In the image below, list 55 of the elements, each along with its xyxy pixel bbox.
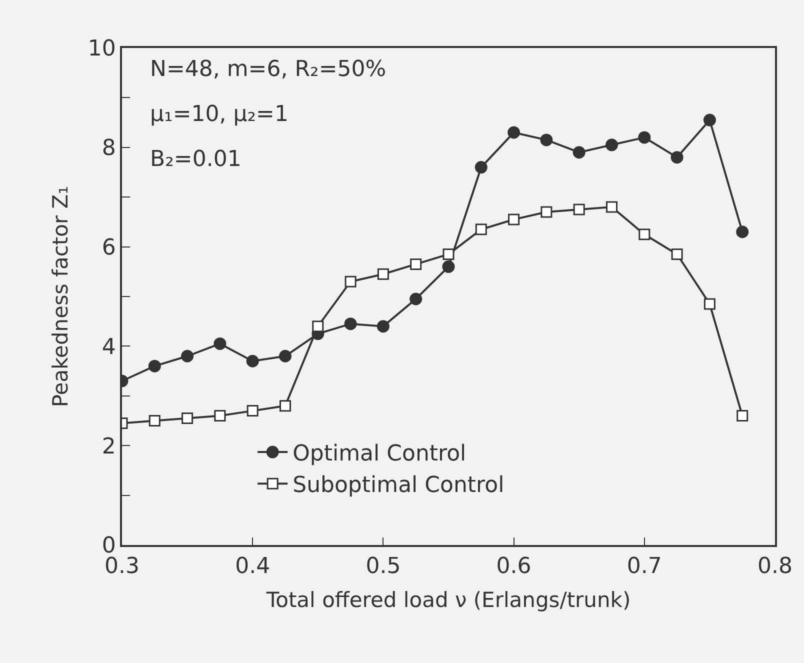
annotation: μ₁=10, μ₂=1	[150, 102, 288, 127]
point	[606, 138, 618, 152]
annotation: B₂=0.01	[150, 147, 242, 172]
point	[736, 226, 749, 238]
point	[279, 350, 292, 362]
annotation: N=48, m=6, R₂=50%	[150, 57, 386, 82]
y-tick-label: 4	[102, 334, 116, 360]
x-tick-label: 0.6	[496, 554, 532, 580]
point	[344, 276, 356, 288]
point	[572, 146, 586, 159]
point	[606, 201, 618, 213]
point	[148, 415, 160, 426]
point	[474, 161, 488, 174]
point	[182, 412, 194, 424]
y-tick-label: 2	[102, 434, 116, 460]
point	[736, 410, 748, 422]
point	[508, 126, 520, 139]
point	[442, 248, 454, 260]
x-axis-title: Total offered load ν (Erlangs/trunk)	[265, 588, 631, 612]
point	[312, 320, 324, 332]
x-tick-label: 0.5	[366, 554, 401, 580]
y-tick-label: 8	[102, 136, 116, 162]
x-tick-label: 0.8	[758, 554, 792, 580]
point	[410, 258, 422, 270]
point	[508, 214, 520, 226]
point	[540, 206, 552, 218]
point	[704, 298, 716, 310]
legend-label: Suboptimal Control	[292, 473, 504, 498]
point	[246, 405, 258, 417]
y-axis-title: Peakedness factor Z₁	[48, 186, 72, 408]
x-tick-label: 0.7	[626, 554, 662, 580]
point	[638, 131, 651, 144]
point	[410, 292, 422, 306]
point	[214, 337, 226, 350]
point	[344, 318, 357, 330]
x-tick-label: 0.4	[235, 554, 270, 580]
y-tick-label: 6	[102, 236, 116, 260]
point	[671, 248, 683, 260]
x-tick-label: 0.3	[104, 554, 140, 580]
legend-label: Optimal Control	[292, 442, 466, 467]
point	[475, 224, 487, 236]
point	[703, 114, 716, 126]
point	[280, 400, 291, 412]
point	[181, 350, 194, 362]
point	[214, 410, 226, 422]
point	[246, 354, 259, 368]
point	[670, 151, 684, 164]
point	[442, 260, 455, 273]
point	[638, 228, 650, 240]
point	[573, 204, 585, 216]
y-tick-label: 10	[88, 36, 116, 62]
point	[377, 268, 389, 280]
point	[376, 320, 390, 333]
point	[148, 360, 161, 372]
point	[540, 134, 553, 146]
